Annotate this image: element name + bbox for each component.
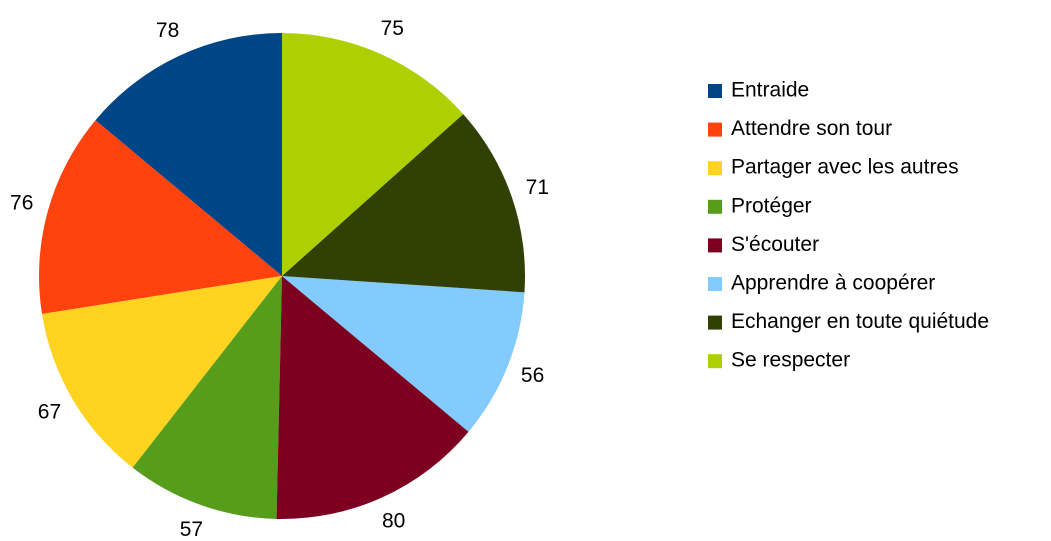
legend-label: Apprendre à coopérer [731, 272, 935, 295]
pie-slice [41, 276, 283, 468]
legend-swatch [708, 122, 722, 137]
legend-label: Echanger en toute quiétude [731, 310, 989, 333]
pie-slice [276, 276, 469, 519]
data-label: 78 [156, 19, 179, 42]
data-label: 57 [180, 518, 203, 541]
data-label: 67 [38, 401, 61, 424]
data-label: 80 [382, 509, 405, 532]
pie-slice [95, 33, 282, 276]
pie-slice [132, 276, 282, 519]
pie-slice [282, 114, 525, 293]
legend-swatch [708, 199, 722, 214]
legend-swatch [708, 315, 722, 330]
legend-swatch [708, 277, 722, 291]
legend-label: Protéger [731, 194, 812, 217]
legend-label: S'écouter [731, 233, 819, 256]
data-label: 56 [521, 364, 544, 387]
legend-label: Attendre son tour [731, 117, 892, 140]
data-label: 75 [381, 17, 404, 40]
legend-label: Se respecter [731, 349, 850, 372]
pie-slice [282, 276, 525, 432]
legend-label: Entraide [731, 79, 809, 102]
pie-slice [39, 120, 282, 315]
legend-swatch [708, 161, 722, 176]
data-label: 76 [10, 192, 33, 215]
legend-swatch [708, 84, 722, 98]
legend-label: Partager avec les autres [731, 156, 959, 179]
legend-swatch [708, 354, 722, 369]
data-label: 71 [526, 176, 549, 199]
pie-slice [282, 33, 464, 276]
legend-swatch [708, 238, 722, 253]
